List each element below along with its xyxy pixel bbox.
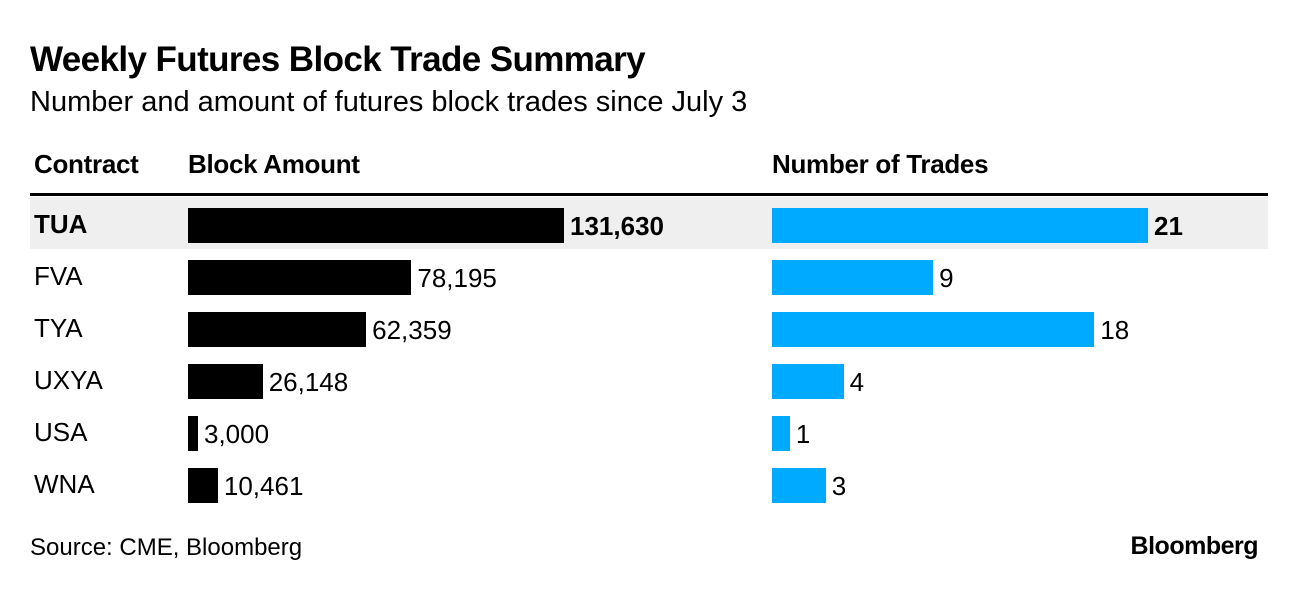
contract-label: USA — [34, 417, 88, 447]
trades-value: 9 — [939, 263, 954, 293]
trades-bar — [772, 208, 1148, 243]
contract-label: FVA — [34, 261, 83, 291]
number-of-trades-column-header: Number of Trades — [772, 149, 989, 179]
block-amount-value: 62,359 — [372, 315, 452, 345]
block-amount-bar — [188, 416, 198, 451]
trades-value: 3 — [831, 471, 847, 501]
block-amount-value: 131,630 — [570, 211, 664, 241]
block-amount-value: 26,148 — [268, 367, 349, 397]
contract-label: WNA — [34, 469, 95, 499]
block-amount-bar — [188, 312, 367, 347]
contract-label: TUA — [34, 209, 88, 239]
trades-bar — [772, 312, 1095, 347]
header-divider — [30, 193, 1268, 196]
contract-label: TYA — [34, 313, 83, 343]
source-note: Source: CME, Bloomberg — [30, 534, 303, 561]
chart-title: Weekly Futures Block Trade Summary — [30, 40, 646, 79]
trades-value: 18 — [1100, 315, 1130, 345]
block-amount-bar — [188, 468, 218, 503]
contract-column-header: Contract — [34, 149, 139, 179]
trades-value: 4 — [849, 367, 865, 397]
trades-value: 1 — [795, 419, 811, 449]
block-amount-bar — [188, 208, 564, 243]
bloomberg-logo: Bloomberg — [1130, 532, 1259, 560]
block-amount-value: 78,195 — [417, 263, 497, 293]
block-amount-bar — [188, 364, 263, 399]
chart-subtitle: Number and amount of futures block trade… — [30, 86, 748, 118]
block-amount-bar — [188, 260, 412, 295]
trades-bar — [772, 364, 844, 399]
trades-bar — [772, 260, 934, 295]
trades-bar — [772, 468, 826, 503]
trades-bar — [772, 416, 790, 451]
block-amount-value: 3,000 — [204, 419, 270, 449]
block-amount-value: 10,461 — [223, 471, 304, 501]
block-amount-column-header: Block Amount — [188, 149, 360, 179]
trades-value: 21 — [1154, 211, 1183, 241]
contract-label: UXYA — [34, 365, 103, 395]
